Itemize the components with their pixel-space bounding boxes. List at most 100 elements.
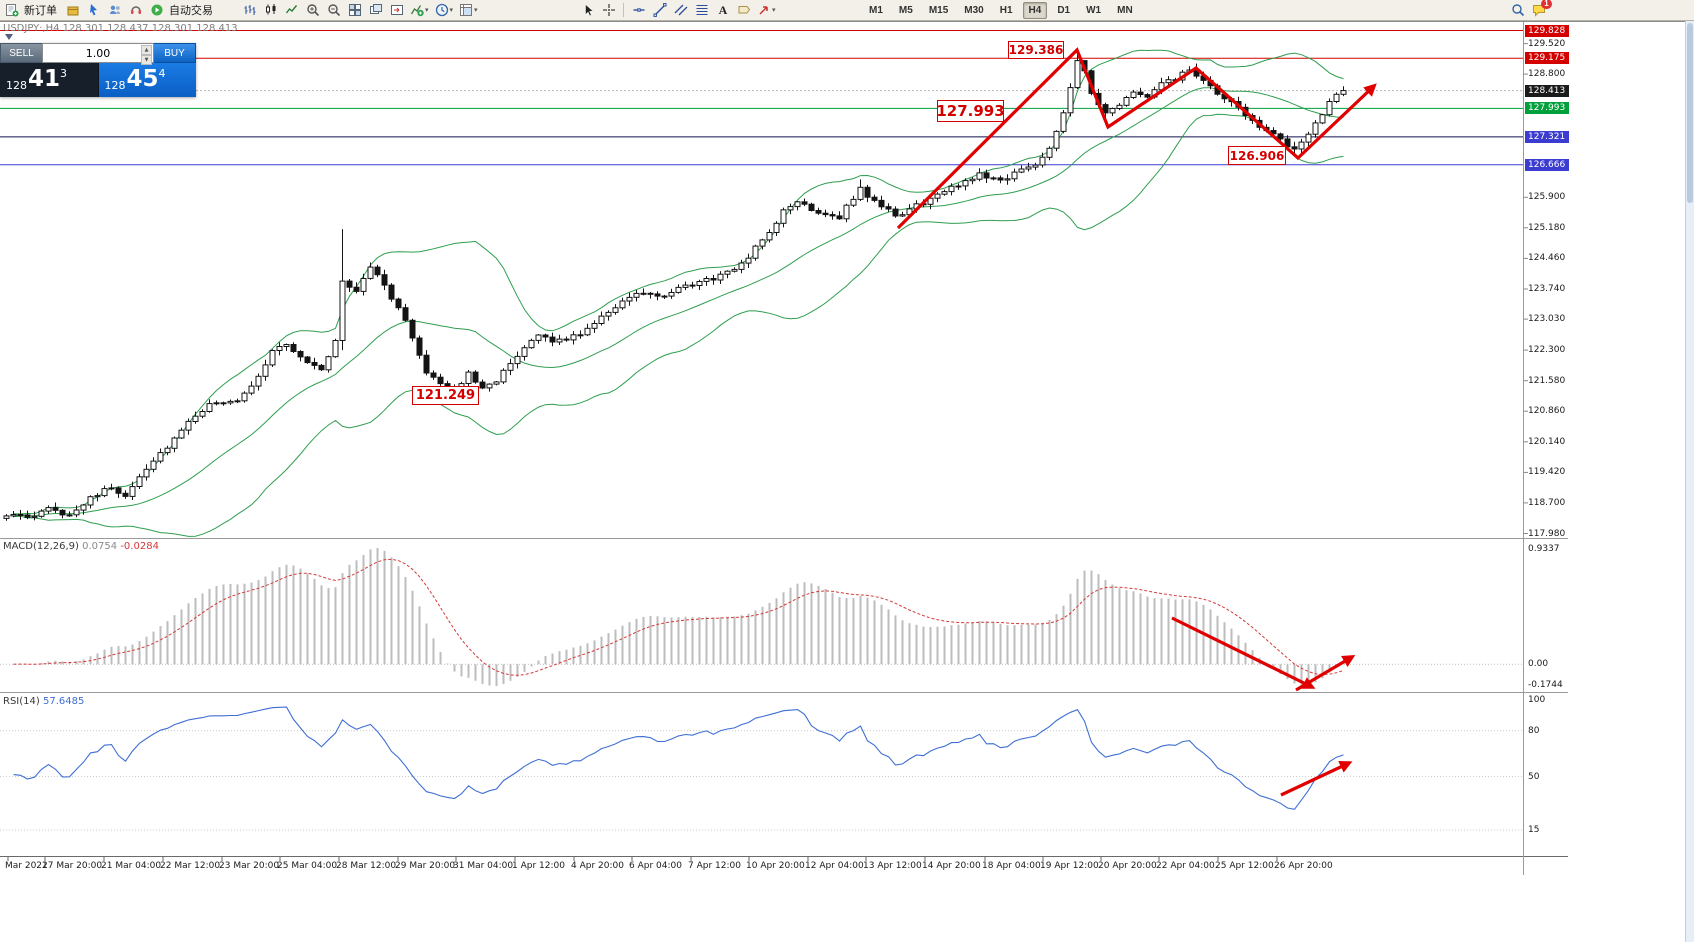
timeframe-w1[interactable]: W1 bbox=[1086, 4, 1102, 16]
panel-collapse-icon[interactable] bbox=[5, 34, 13, 40]
zoom-out-button[interactable] bbox=[324, 1, 343, 19]
timeframe-m1[interactable]: M1 bbox=[869, 4, 883, 16]
templates-button[interactable]: ▾ bbox=[457, 1, 480, 19]
price-axis-label: 122.300 bbox=[1528, 345, 1566, 355]
tile-windows-button[interactable] bbox=[345, 1, 364, 19]
zoom-in-button[interactable] bbox=[303, 1, 322, 19]
support-button[interactable] bbox=[126, 1, 145, 19]
channel-button[interactable] bbox=[671, 1, 690, 19]
scrollbar-thumb[interactable] bbox=[1687, 23, 1693, 203]
tile-icon bbox=[348, 4, 361, 16]
symbol-ohlc-info: USDJPY·,H4 128.301 128.437 128.301 128.4… bbox=[3, 23, 238, 34]
time-axis-label: 28 Mar 12:00 bbox=[336, 861, 397, 871]
cascade-windows-button[interactable] bbox=[366, 1, 385, 19]
cursor-button[interactable] bbox=[578, 1, 597, 19]
price-axis-label: 123.030 bbox=[1528, 314, 1566, 324]
search-button[interactable] bbox=[1508, 1, 1527, 19]
cursor-mode-button[interactable] bbox=[84, 1, 103, 19]
price-annotation-peak[interactable]: 129.386 bbox=[1008, 41, 1064, 59]
timeframe-d1[interactable]: D1 bbox=[1057, 4, 1071, 16]
chart-shift-button[interactable] bbox=[387, 1, 406, 19]
trend-arrow[interactable] bbox=[1171, 616, 1316, 689]
time-axis-label: 13 Apr 12:00 bbox=[863, 861, 922, 871]
horizontal-line-button[interactable] bbox=[629, 1, 648, 19]
rsi-axis-label: 50 bbox=[1528, 772, 1540, 782]
timeframe-m5[interactable]: M5 bbox=[898, 4, 913, 16]
time-axis-label: 6 Apr 04:00 bbox=[629, 861, 682, 871]
indicators-button[interactable]: ▾ bbox=[408, 1, 431, 19]
bars-icon bbox=[244, 5, 255, 15]
fibo-icon bbox=[696, 5, 707, 15]
vertical-scrollbar[interactable] bbox=[1685, 21, 1694, 942]
price-annotation-low[interactable]: 126.906 bbox=[1228, 146, 1286, 165]
price-axis-label: 120.860 bbox=[1528, 406, 1566, 416]
volume-input[interactable]: 1.00 ▲ ▼ bbox=[42, 43, 154, 65]
ask-big-digits: 45 bbox=[126, 66, 159, 92]
shapes-button[interactable]: ▾ bbox=[755, 1, 778, 19]
buy-button[interactable]: BUY bbox=[154, 43, 196, 63]
price-axis-label: 119.420 bbox=[1528, 467, 1566, 477]
channel-icon bbox=[674, 4, 687, 16]
candles-layer bbox=[3, 49, 1347, 521]
notifications-button[interactable]: 1 bbox=[1529, 0, 1552, 19]
new-order-button[interactable] bbox=[2, 1, 21, 19]
timeframe-h1[interactable]: H1 bbox=[999, 4, 1013, 16]
level-line-navy-badge: 127.321 bbox=[1525, 131, 1569, 143]
candle-chart-button[interactable] bbox=[261, 1, 280, 19]
timeframe-mn[interactable]: MN bbox=[1117, 4, 1133, 16]
label-button[interactable] bbox=[734, 1, 753, 19]
time-axis-label: 19 Apr 12:00 bbox=[1040, 861, 1099, 871]
trend-arrow[interactable] bbox=[1295, 655, 1356, 692]
ask-pip-digit: 4 bbox=[158, 67, 166, 80]
support-line-green-badge: 127.993 bbox=[1525, 102, 1569, 114]
bid-quote-button[interactable]: 128 41 3 bbox=[0, 63, 98, 97]
periods-button[interactable]: ▾ bbox=[433, 1, 456, 19]
price-axis-label: 121.580 bbox=[1528, 376, 1566, 386]
time-axis-label: 22 Apr 04:00 bbox=[1156, 861, 1215, 871]
price-axis-label: 120.140 bbox=[1528, 437, 1566, 447]
trend-arrow[interactable] bbox=[1280, 761, 1353, 797]
timeframe-m15[interactable]: M15 bbox=[928, 4, 949, 16]
trend-arrow[interactable] bbox=[896, 47, 1377, 230]
time-axis-label: 22 Mar 12:00 bbox=[160, 861, 221, 871]
bar-chart-button[interactable] bbox=[240, 1, 259, 19]
volume-spinner: ▲ ▼ bbox=[141, 45, 152, 65]
price-axis-label: 123.740 bbox=[1528, 284, 1566, 294]
community-button[interactable] bbox=[105, 1, 124, 19]
sell-button[interactable]: SELL bbox=[0, 43, 42, 63]
timeframe-h4[interactable]: H4 bbox=[1022, 1, 1048, 19]
notification-badge: 1 bbox=[1541, 0, 1552, 9]
dropdown-arrow-icon: ▾ bbox=[474, 7, 478, 14]
volume-up-button[interactable]: ▲ bbox=[141, 45, 152, 55]
toolbar-separator bbox=[623, 3, 624, 17]
arrow-cursor-icon bbox=[584, 3, 594, 17]
dropdown-arrow-icon: ▾ bbox=[449, 7, 454, 14]
timeframe-m30[interactable]: M30 bbox=[964, 4, 984, 16]
toolbar-chart-group: ▾ ▾ ▾ bbox=[240, 0, 480, 20]
bid-pip-digit: 3 bbox=[60, 67, 68, 80]
price-annotation-support[interactable]: 127.993 bbox=[936, 100, 1005, 122]
time-axis-label: 14 Apr 20:00 bbox=[922, 861, 981, 871]
time-axis-label: Mar 2022 bbox=[5, 861, 48, 871]
toolbar-standard-group: 新订单 自动交易 bbox=[2, 0, 217, 20]
autotrading-button[interactable] bbox=[147, 1, 166, 19]
time-axis-label: 12 Apr 04:00 bbox=[805, 861, 864, 871]
dropdown-arrow-icon: ▾ bbox=[772, 7, 776, 14]
rsi-axis-label: 100 bbox=[1528, 695, 1546, 705]
trendline-button[interactable] bbox=[650, 1, 669, 19]
pointer-blue-icon bbox=[89, 4, 97, 16]
time-axis-label: 1 Apr 12:00 bbox=[512, 861, 565, 871]
price-annotation-swing-low[interactable]: 121.249 bbox=[412, 386, 479, 405]
time-axis-label: 20 Apr 20:00 bbox=[1098, 861, 1157, 871]
rsi-indicator-label: RSI(14) 57.6485 bbox=[3, 696, 84, 707]
crosshair-button[interactable] bbox=[599, 1, 618, 19]
volume-down-button[interactable]: ▼ bbox=[141, 55, 152, 65]
data-window-button[interactable] bbox=[63, 1, 82, 19]
ask-quote-button[interactable]: 128 45 4 bbox=[97, 63, 196, 97]
text-button[interactable]: A bbox=[713, 1, 732, 19]
line-chart-button[interactable] bbox=[282, 1, 301, 19]
autotrade-icon bbox=[151, 4, 162, 16]
fibonacci-button[interactable] bbox=[692, 1, 711, 19]
time-axis-label: 29 Mar 20:00 bbox=[395, 861, 456, 871]
